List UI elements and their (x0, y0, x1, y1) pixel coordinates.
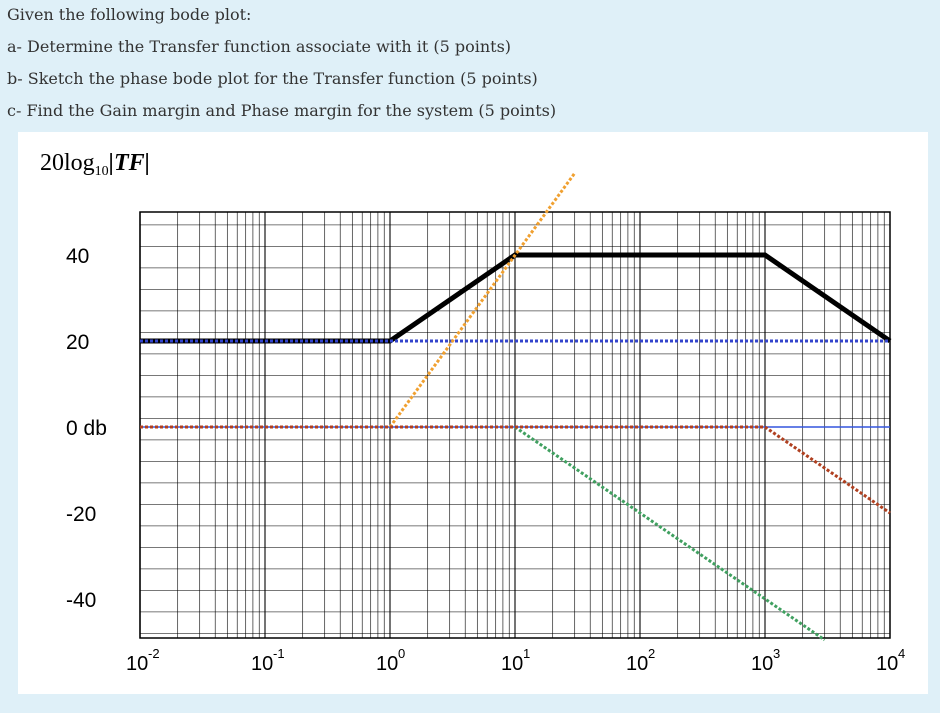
x-tick-label: 10 1 (501, 646, 530, 675)
x-tick-label: 10 0 (376, 646, 405, 675)
question-intro: Given the following bode plot: (7, 5, 252, 24)
y-axis-label-rest: |TF| (109, 150, 150, 176)
grid (139, 211, 891, 639)
question-part-b: b- Sketch the phase bode plot for the Tr… (7, 69, 538, 88)
series-line-5 (140, 425, 891, 515)
y-axis-label: 20log10|TF| (40, 150, 150, 179)
y-tick-label: -40 (66, 589, 96, 612)
y-tick-labels: 40 20 0 db -20 -40 (66, 245, 107, 612)
y-tick-label: 40 (66, 245, 89, 268)
x-tick-exponent: -1 (273, 646, 285, 661)
bode-plot-panel: 20log10|TF| 40 20 0 db -20 -40 10 -2 10 -1 10 0 10… (18, 132, 928, 694)
x-tick-label: 10 3 (751, 646, 780, 675)
x-tick-exponent: 3 (773, 646, 780, 661)
x-tick-label: 10 2 (626, 646, 655, 675)
x-tick-base: 10 (876, 653, 898, 675)
x-tick-exponent: 4 (898, 646, 905, 661)
x-tick-base: 10 (376, 653, 398, 675)
y-axis-label-sub: 10 (95, 164, 109, 179)
x-tick-labels: 10 -2 10 -1 10 0 10 1 10 2 10 3 10 4 (126, 646, 905, 675)
x-tick-label: 10 4 (876, 646, 905, 675)
x-tick-exponent: 1 (523, 646, 530, 661)
x-tick-base: 10 (626, 653, 648, 675)
y-axis-label-main: 20log (40, 150, 95, 176)
x-tick-label: 10 -1 (251, 646, 285, 675)
x-tick-exponent: 2 (648, 646, 655, 661)
x-tick-base: 10 (751, 653, 773, 675)
x-tick-exponent: -2 (148, 646, 160, 661)
y-tick-label: -20 (66, 503, 96, 526)
x-tick-exponent: 0 (398, 646, 405, 661)
x-tick-base: 10 (501, 653, 523, 675)
y-tick-label: 0 db (66, 417, 107, 440)
x-tick-base: 10 (251, 653, 273, 675)
question-part-c: c- Find the Gain margin and Phase margin… (7, 101, 557, 120)
y-tick-label: 20 (66, 331, 89, 354)
series-group (140, 172, 892, 642)
x-tick-label: 10 -2 (126, 646, 160, 675)
x-tick-base: 10 (126, 653, 148, 675)
question-part-a: a- Determine the Transfer function assoc… (7, 37, 512, 56)
